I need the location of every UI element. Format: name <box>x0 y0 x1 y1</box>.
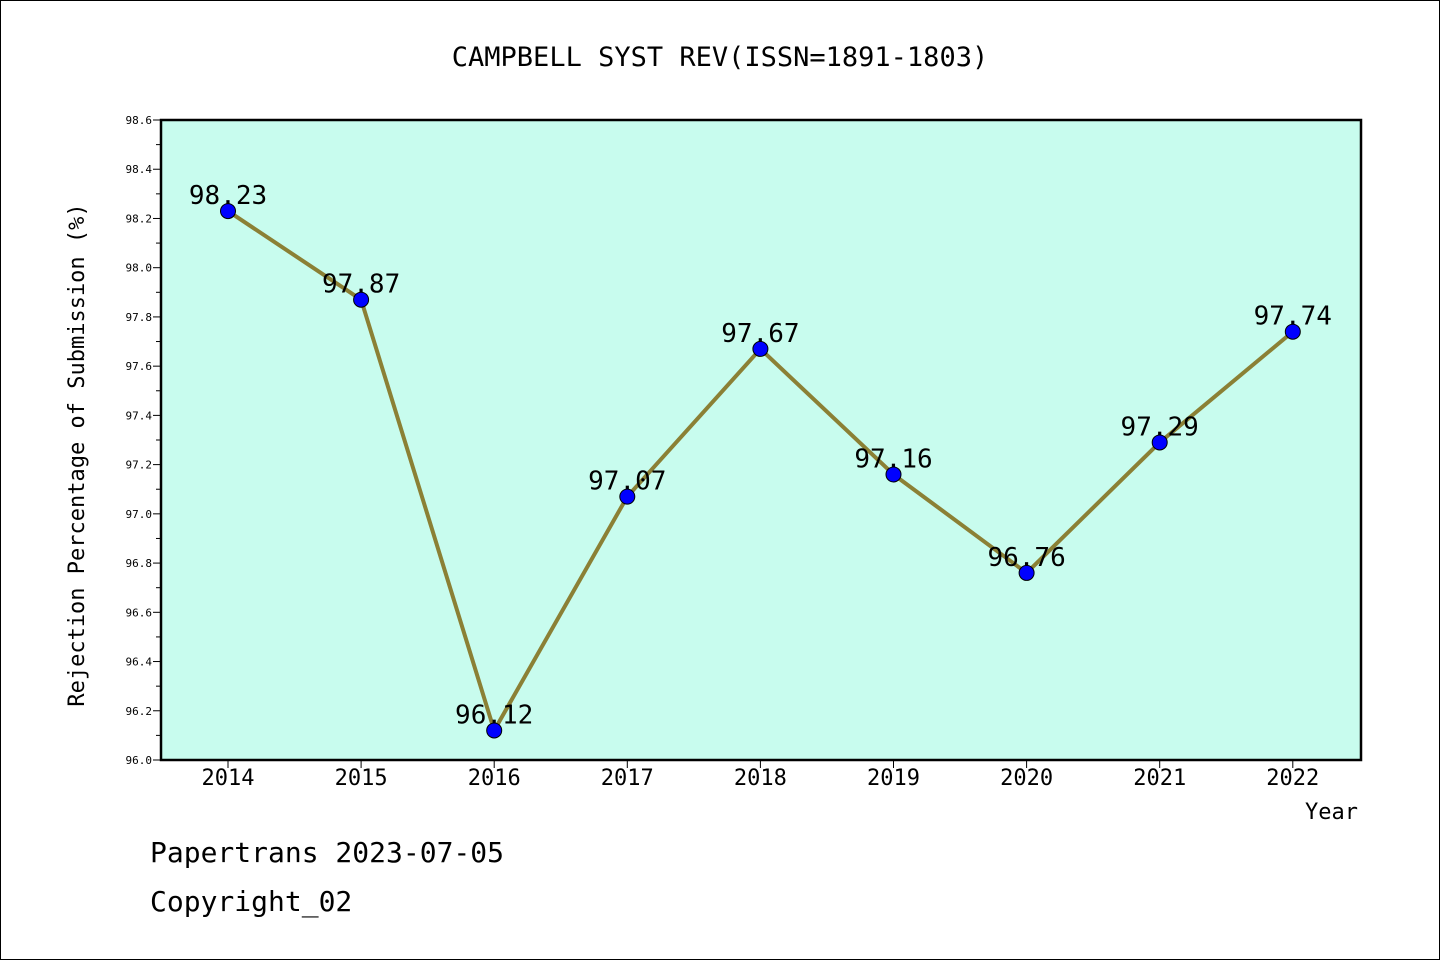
data-point <box>486 722 503 739</box>
y-tick-label: 96.8 <box>126 557 153 570</box>
y-tick-label: 96.2 <box>126 705 153 718</box>
data-label: 97.74 <box>1254 302 1332 332</box>
x-tick-label: 2017 <box>601 766 654 791</box>
y-tick-label: 98.2 <box>126 212 153 225</box>
footer-copyright: Copyright_02 <box>150 885 353 918</box>
y-tick-label: 98.4 <box>126 163 153 176</box>
series-group: 98.23 97.87 96.12 97.07 97.67 97.16 96.76 97.29… <box>189 181 1332 739</box>
y-tick-label: 97.6 <box>126 360 153 373</box>
x-tick-label: 2016 <box>468 766 521 791</box>
y-tick-label: 97.0 <box>126 508 153 521</box>
data-label: 96.76 <box>987 543 1065 573</box>
y-tick-label: 96.4 <box>126 656 153 669</box>
data-point <box>885 466 902 483</box>
data-point <box>619 488 636 505</box>
x-tick-label: 2015 <box>335 766 388 791</box>
data-point <box>1284 323 1301 340</box>
y-tick-label: 97.2 <box>126 459 153 472</box>
y-tick-label: 98.6 <box>126 114 153 127</box>
y-tick-label: 96.0 <box>126 754 153 767</box>
x-axis-label: Year <box>1305 800 1358 825</box>
y-tick-label: 98.0 <box>126 262 153 275</box>
x-tick-label: 2019 <box>867 766 920 791</box>
y-axis: 96.0 96.2 96.4 96.6 96.8 97.0 97.2 97.4 97.6 97.8… <box>126 114 161 767</box>
y-tick-label: 97.4 <box>126 409 153 422</box>
x-tick-label: 2020 <box>1000 766 1053 791</box>
x-axis: 2014 2015 2016 2017 2018 2019 2020 2021 2022 <box>202 760 1319 791</box>
footer-date: Papertrans 2023-07-05 <box>150 836 505 869</box>
data-label: 97.29 <box>1121 412 1199 442</box>
data-label: 97.87 <box>322 270 400 300</box>
x-tick-label: 2022 <box>1266 766 1319 791</box>
x-tick-label: 2021 <box>1133 766 1186 791</box>
data-label: 98.23 <box>189 181 267 211</box>
y-axis-label: Rejection Percentage of Submission (%) <box>65 203 90 706</box>
data-point <box>220 203 236 220</box>
data-label: 97.67 <box>721 319 799 349</box>
data-label: 97.07 <box>588 467 666 497</box>
x-tick-label: 2014 <box>202 766 255 791</box>
data-point <box>1151 434 1168 451</box>
data-label: 97.16 <box>854 444 932 474</box>
x-tick-label: 2018 <box>734 766 787 791</box>
chart-title: CAMPBELL SYST REV(ISSN=1891-1803) <box>452 42 988 73</box>
data-point <box>1018 564 1035 581</box>
data-point <box>752 340 769 357</box>
y-tick-label: 96.6 <box>126 606 153 619</box>
y-tick-label: 97.8 <box>126 311 153 324</box>
data-label: 96.12 <box>455 700 533 730</box>
data-point <box>353 291 370 308</box>
